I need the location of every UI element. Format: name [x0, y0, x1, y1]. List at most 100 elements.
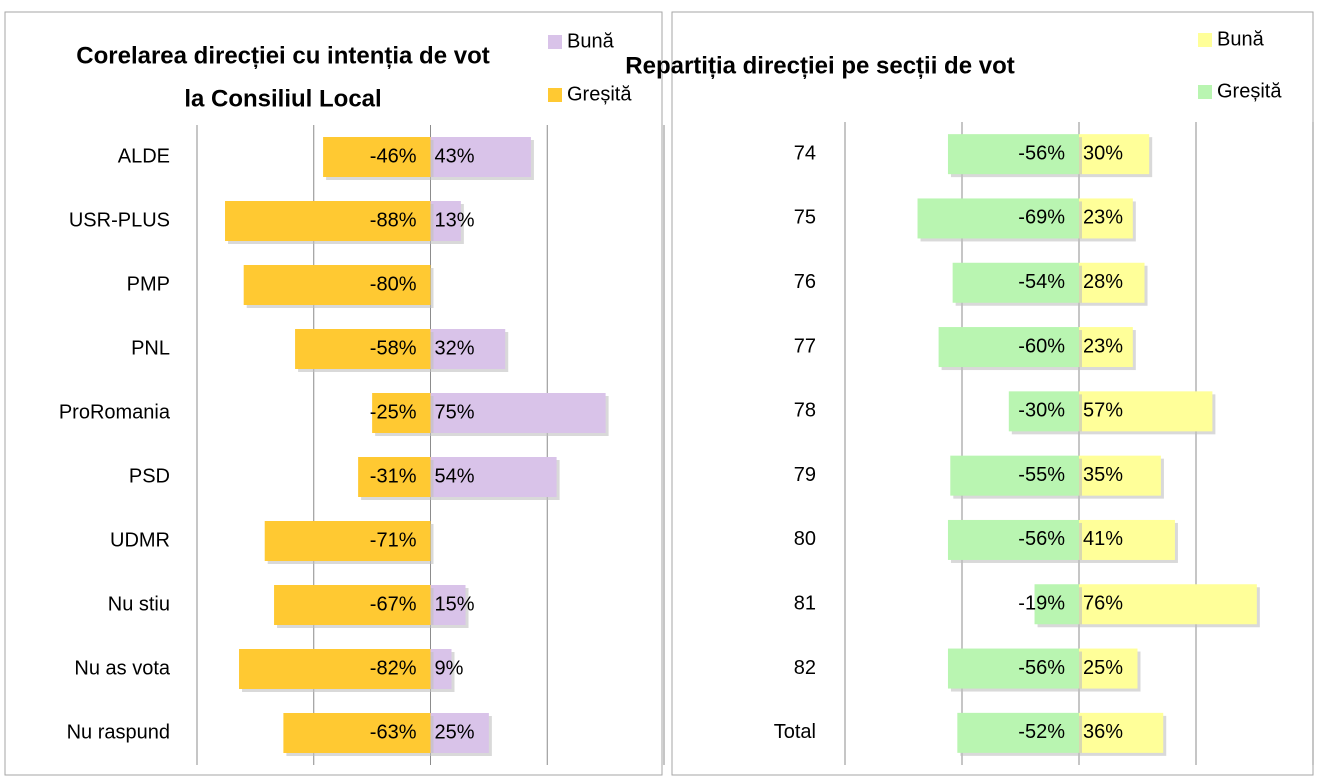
bar: [225, 201, 431, 241]
y-tick-label: 77: [794, 335, 816, 357]
bar: [1079, 648, 1138, 689]
y-tick-label: PSD: [129, 465, 170, 487]
y-tick-label: USR-PLUS: [69, 209, 170, 231]
bar: [1079, 455, 1161, 496]
y-tick-label: 76: [794, 271, 816, 293]
y-tick-label: UDMR: [110, 529, 170, 551]
bar: [323, 137, 431, 177]
legend-label: Greșită: [567, 83, 632, 105]
legend-label: Bună: [567, 30, 615, 52]
data-label: -56%: [1018, 657, 1065, 679]
data-label: 43%: [435, 145, 475, 167]
bar: [1079, 198, 1133, 239]
data-label: 35%: [1083, 464, 1123, 486]
y-tick-label: Total: [774, 721, 816, 743]
data-label: 76%: [1083, 593, 1123, 615]
bar: [1079, 391, 1213, 432]
bar: [430, 201, 461, 241]
data-label: -25%: [370, 401, 417, 423]
bar: [372, 393, 431, 433]
data-label: -19%: [1018, 593, 1065, 615]
legend-swatch: [1198, 85, 1212, 99]
bar: [1079, 327, 1133, 368]
panel: [4, 11, 663, 776]
bar: [264, 521, 431, 561]
y-tick-label: PNL: [131, 337, 170, 359]
y-tick-label: Nu as vota: [74, 657, 170, 679]
data-label: 15%: [435, 593, 475, 615]
data-label: 9%: [435, 657, 464, 679]
legend-swatch: [1198, 33, 1212, 47]
bar: [950, 455, 1079, 496]
data-label: 75%: [435, 401, 475, 423]
data-label: -56%: [1018, 142, 1065, 164]
data-label: -82%: [370, 657, 417, 679]
bar: [1079, 519, 1175, 560]
bar: [358, 457, 431, 497]
data-label: 13%: [435, 209, 475, 231]
data-label: 23%: [1083, 335, 1123, 357]
bar: [430, 713, 489, 753]
data-label: 36%: [1083, 721, 1123, 743]
data-label: -46%: [370, 145, 417, 167]
bar: [283, 713, 431, 753]
data-label: -71%: [370, 529, 417, 551]
y-tick-label: 80: [794, 528, 816, 550]
y-tick-label: ProRomania: [59, 401, 171, 423]
data-label: 25%: [1083, 657, 1123, 679]
y-tick-label: Nu stiu: [108, 593, 170, 615]
data-label: -80%: [370, 273, 417, 295]
y-tick-label: 78: [794, 400, 816, 422]
chart-title: la Consiliul Local: [184, 85, 381, 112]
data-label: -60%: [1018, 335, 1065, 357]
data-label: -54%: [1018, 271, 1065, 293]
data-label: -31%: [370, 465, 417, 487]
data-label: 57%: [1083, 400, 1123, 422]
bar: [1079, 262, 1145, 303]
bar: [957, 712, 1079, 753]
y-tick-label: 79: [794, 464, 816, 486]
bar: [938, 327, 1079, 368]
data-label: -69%: [1018, 207, 1065, 229]
y-tick-label: PMP: [127, 273, 170, 295]
bar: [430, 585, 466, 625]
legend-swatch: [548, 88, 562, 102]
legend-label: Greșită: [1217, 80, 1282, 102]
data-label: -67%: [370, 593, 417, 615]
data-label: -88%: [370, 209, 417, 231]
data-label: 25%: [435, 721, 475, 743]
data-label: 54%: [435, 465, 475, 487]
y-tick-label: 81: [794, 593, 816, 615]
bar: [274, 585, 431, 625]
data-label: -52%: [1018, 721, 1065, 743]
bar: [295, 329, 431, 369]
legend-label: Bună: [1217, 28, 1265, 50]
chart-title: Repartiția direcției pe secții de vot: [625, 52, 1014, 79]
bar: [239, 649, 431, 689]
y-tick-label: 75: [794, 207, 816, 229]
legend-swatch: [548, 35, 562, 49]
y-tick-label: 74: [794, 142, 816, 164]
bar: [430, 649, 452, 689]
data-label: -56%: [1018, 528, 1065, 550]
data-label: -63%: [370, 721, 417, 743]
data-label: -58%: [370, 337, 417, 359]
y-tick-label: Nu raspund: [67, 721, 170, 743]
bar: [430, 393, 606, 433]
bar: [243, 265, 431, 305]
data-label: -55%: [1018, 464, 1065, 486]
bar: [1079, 712, 1164, 753]
bar: [1008, 391, 1079, 432]
bar: [1079, 134, 1150, 175]
bar: [947, 648, 1079, 689]
y-tick-label: ALDE: [118, 145, 170, 167]
chart-title: Corelarea direcției cu intenția de vot: [76, 42, 489, 69]
data-label: 32%: [435, 337, 475, 359]
bar: [1079, 584, 1257, 625]
bar: [917, 198, 1079, 239]
bar: [952, 262, 1079, 303]
data-label: 30%: [1083, 142, 1123, 164]
bar: [430, 137, 531, 177]
bar: [430, 457, 557, 497]
